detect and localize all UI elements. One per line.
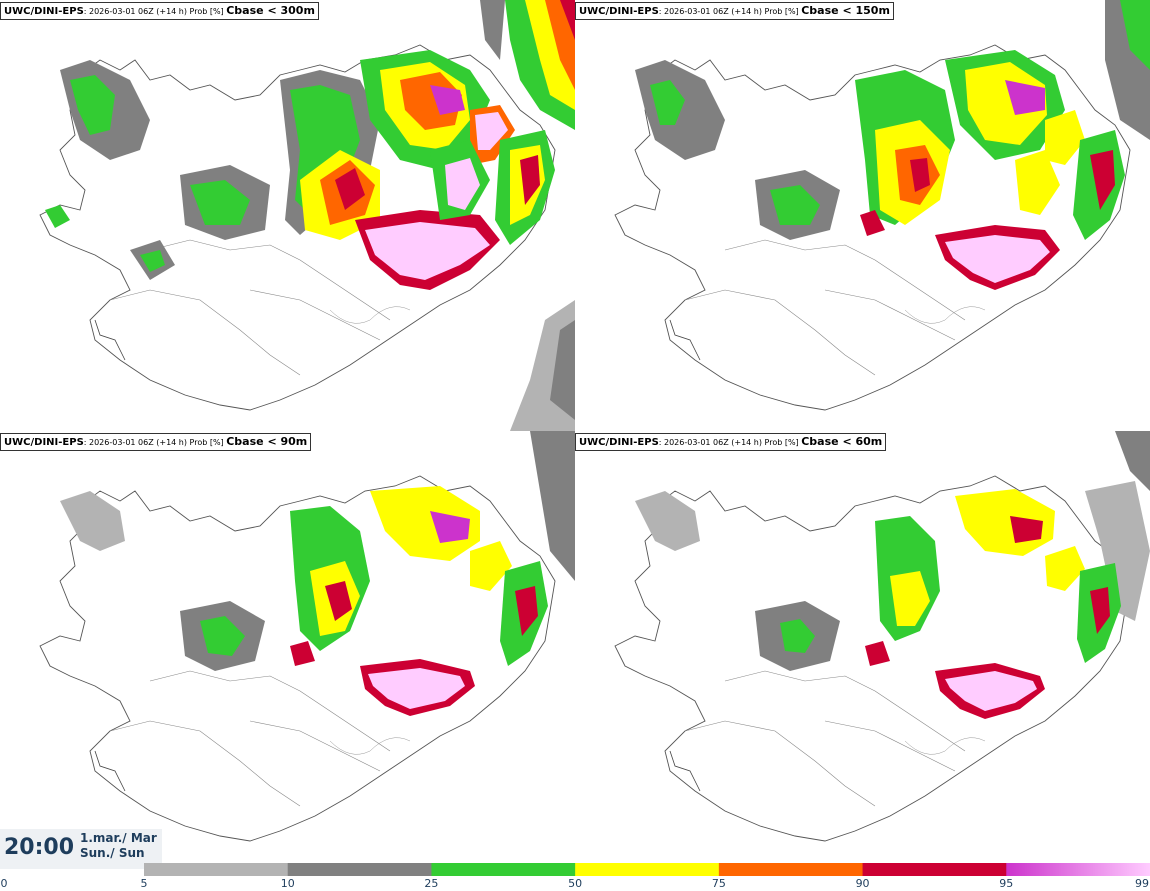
panel-title: UWC/DINI-EPS: 2026-03-01 06Z (+14 h) Pro…: [575, 433, 887, 451]
colorbar-bin-5-10: [144, 863, 289, 876]
colorbar-tick-label: 25: [424, 877, 439, 890]
colorbar-tick-label: 5: [140, 877, 148, 890]
valid-time: 20:00: [4, 835, 75, 860]
panel-title: UWC/DINI-EPS: 2026-03-01 06Z (+14 h) Pro…: [0, 2, 319, 20]
colorbar-tick-label: 95: [999, 877, 1014, 890]
map-panel-cbase-150: UWC/DINI-EPS: 2026-03-01 06Z (+14 h) Pro…: [575, 0, 1150, 431]
map-panel-cbase-60: UWC/DINI-EPS: 2026-03-01 06Z (+14 h) Pro…: [575, 431, 1150, 862]
model-name: UWC/DINI-EPS: [579, 6, 659, 17]
forecast-meta: : 2026-03-01 06Z (+14 h) Prob [%]: [658, 7, 802, 16]
colorbar-bin-90-95: [862, 863, 1007, 876]
colorbar-bin-75-90: [718, 863, 864, 876]
probability-colorbar: [144, 863, 1150, 876]
valid-date: 1.mar./ Mar Sun./ Sun: [80, 831, 157, 861]
map-panel-cbase-90: UWC/DINI-EPS: 2026-03-01 06Z (+14 h) Pro…: [0, 431, 575, 862]
colorbar-tick-label: 90: [855, 877, 870, 890]
colorbar-bin-95-99: [1006, 863, 1150, 876]
probability-map: [614, 0, 1150, 411]
colorbar-bin-50-75: [575, 863, 720, 876]
colorbar-tick-label: 99: [1135, 877, 1149, 890]
panel-title: UWC/DINI-EPS: 2026-03-01 06Z (+14 h) Pro…: [0, 433, 312, 451]
model-name: UWC/DINI-EPS: [4, 437, 84, 448]
valid-date-line: 1.mar./ Mar: [80, 831, 157, 845]
forecast-meta: : 2026-03-01 06Z (+14 h) Prob [%]: [83, 438, 227, 447]
threshold-label: Cbase < 90m: [226, 435, 308, 448]
valid-time-box: 20:00 1.mar./ Mar Sun./ Sun: [0, 829, 162, 869]
map-panel-cbase-300: UWC/DINI-EPS: 2026-03-01 06Z (+14 h) Pro…: [0, 0, 575, 431]
threshold-label: Cbase < 300m: [226, 4, 315, 17]
valid-day-line: Sun./ Sun: [80, 846, 145, 860]
colorbar-bin-25-50: [431, 863, 576, 876]
forecast-meta: : 2026-03-01 06Z (+14 h) Prob [%]: [83, 7, 227, 16]
probability-map: [39, 431, 575, 842]
probability-map: [39, 0, 575, 431]
colorbar-tick-label: 50: [568, 877, 583, 890]
colorbar-tick-label: 75: [711, 877, 726, 890]
threshold-label: Cbase < 150m: [801, 4, 890, 17]
colorbar-tick-label: 10: [280, 877, 295, 890]
panel-title: UWC/DINI-EPS: 2026-03-01 06Z (+14 h) Pro…: [575, 2, 894, 20]
model-name: UWC/DINI-EPS: [4, 6, 84, 17]
colorbar-bin-10-25: [287, 863, 432, 876]
forecast-meta: : 2026-03-01 06Z (+14 h) Prob [%]: [658, 438, 802, 447]
model-name: UWC/DINI-EPS: [579, 437, 659, 448]
threshold-label: Cbase < 60m: [801, 435, 883, 448]
colorbar-tick-label: 0: [0, 877, 8, 890]
probability-map: [614, 431, 1150, 842]
